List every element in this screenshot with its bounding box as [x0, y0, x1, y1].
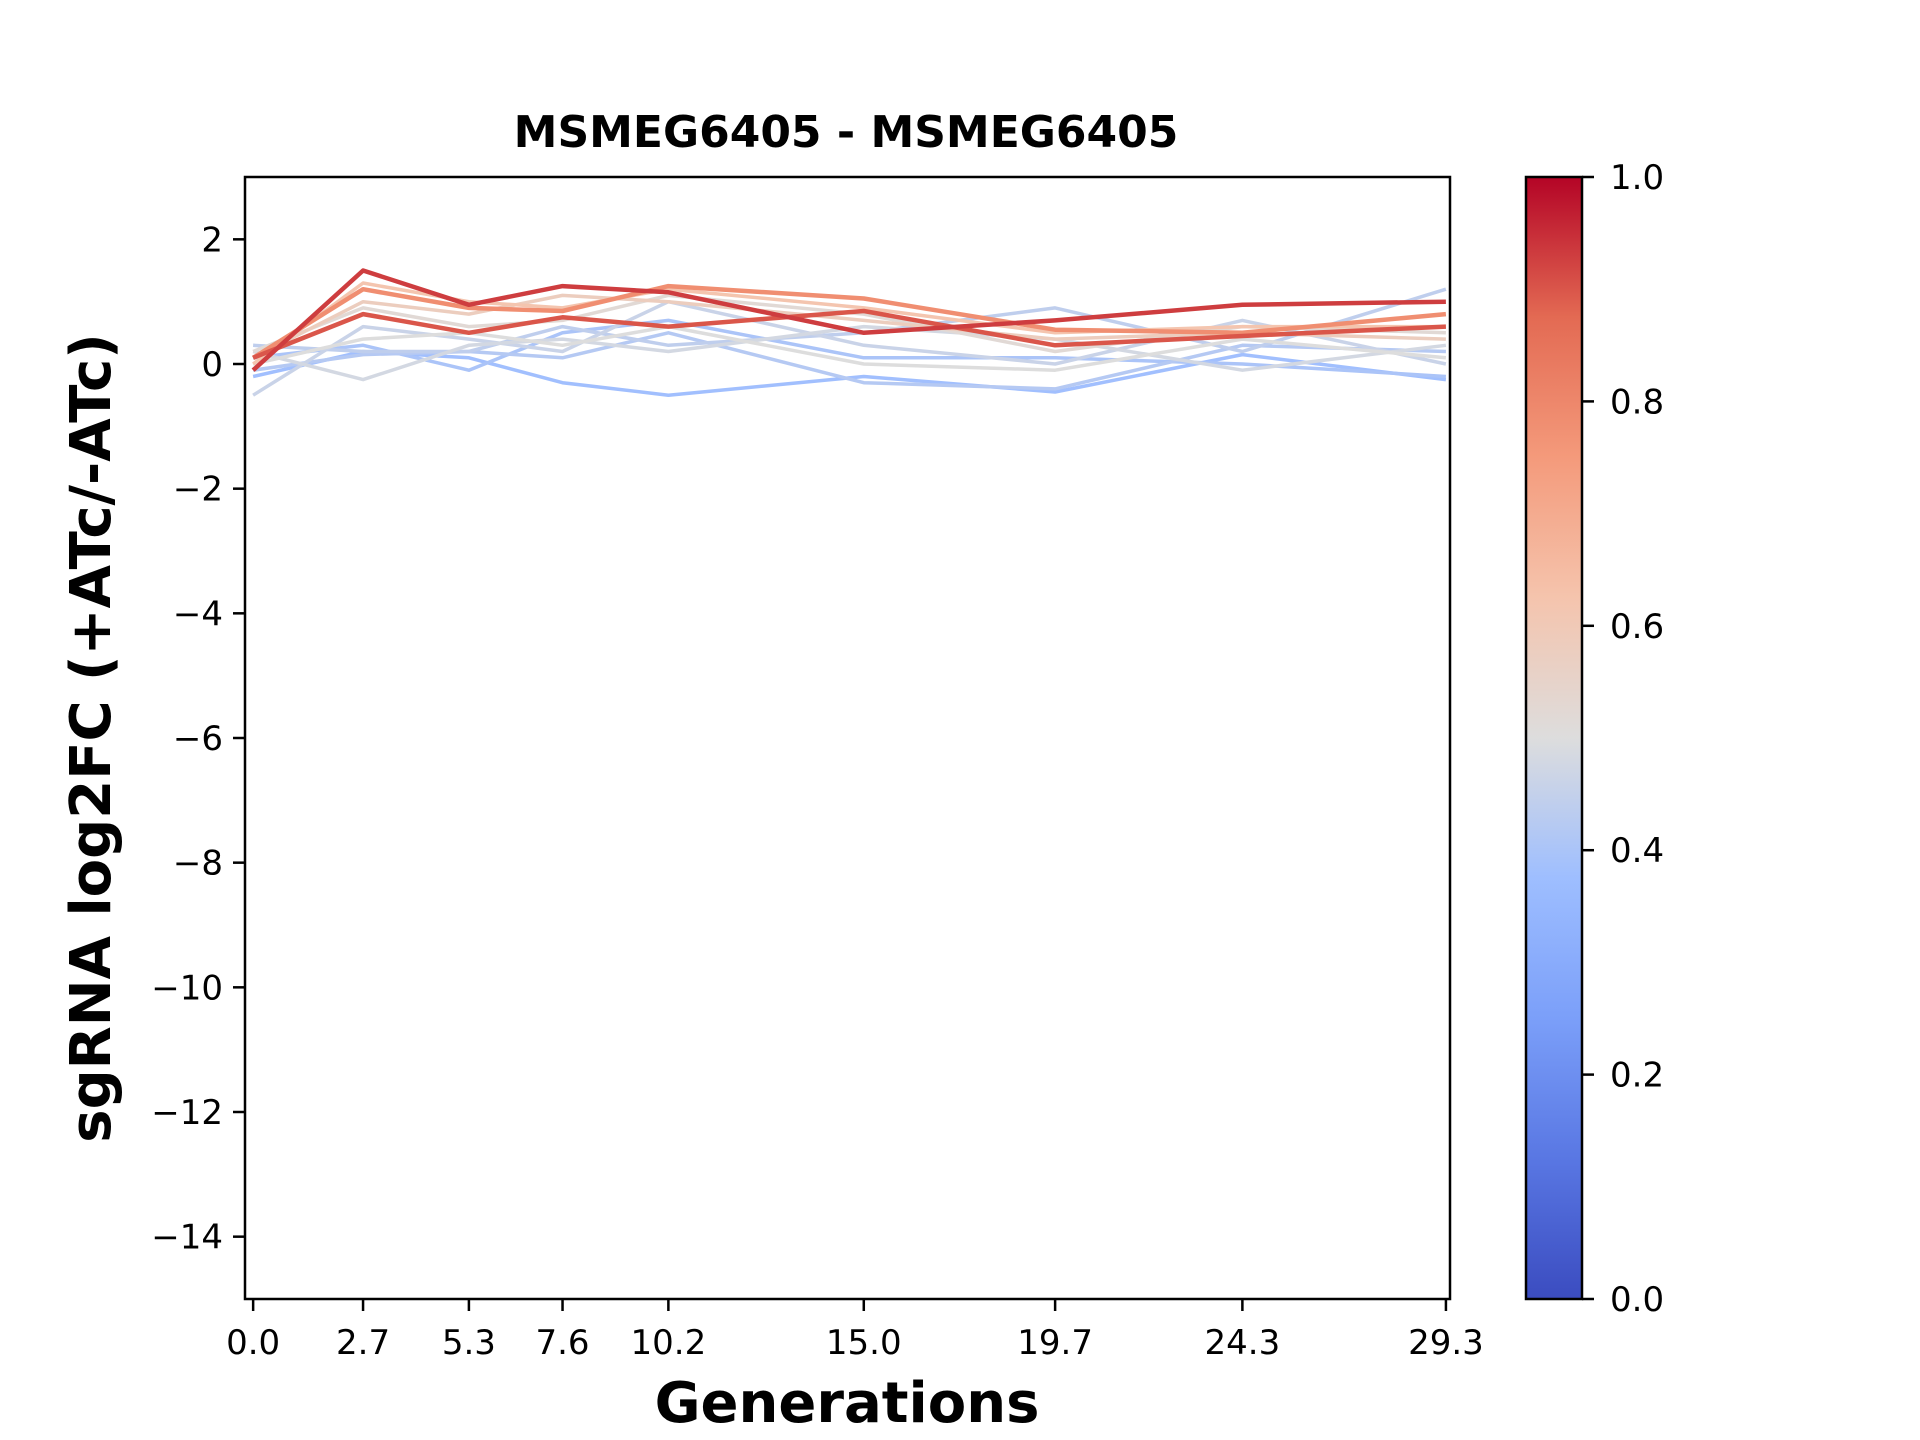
series-line: [251, 268, 1446, 372]
colorbar-ticks: 0.0 0.2 0.4 0.6 0.8 1.0: [1582, 158, 1664, 1320]
chart-title: MSMEG6405 - MSMEG6405: [514, 107, 1179, 158]
y-tick-label: 2: [201, 220, 223, 260]
series-line: [252, 293, 1446, 360]
x-tick-label: 19.7: [1017, 1323, 1093, 1363]
colorbar-tick-label: 0.0: [1610, 1280, 1664, 1320]
x-tick-label: 5.3: [442, 1323, 496, 1363]
colorbar-tick-label: 0.4: [1610, 831, 1664, 871]
series-layer: [251, 268, 1447, 397]
series-line: [252, 324, 1447, 382]
y-tick-label: −10: [151, 968, 223, 1008]
series-line: [252, 299, 1447, 397]
y-tick-label: −12: [151, 1093, 223, 1133]
colorbar-tick-label: 0.8: [1610, 382, 1664, 422]
y-tick-label: −2: [173, 470, 223, 510]
y-axis: 2 0 −2 −4 −6 −8 −10 −12 −14: [151, 220, 245, 1258]
colorbar-tick-label: 0.2: [1610, 1056, 1664, 1096]
colorbar: [1524, 175, 1584, 1301]
y-tick-label: −4: [173, 594, 223, 634]
x-axis: 0.0 2.7 5.3 7.6 10.2 15.0 19.7 24.3 29.3: [226, 1299, 1484, 1363]
x-tick-label: 0.0: [226, 1323, 280, 1363]
x-tick-label: 10.2: [631, 1323, 707, 1363]
x-tick-label: 15.0: [826, 1323, 902, 1363]
y-tick-label: −8: [173, 844, 223, 884]
x-tick-label: 24.3: [1205, 1323, 1281, 1363]
y-tick-label: 0: [201, 345, 223, 385]
colorbar-tick-label: 1.0: [1610, 158, 1664, 198]
series-line: [252, 281, 1446, 366]
x-tick-label: 2.7: [336, 1323, 390, 1363]
y-axis-label: sgRNA log2FC (+ATc/-ATc): [59, 333, 124, 1143]
colorbar-tick-label: 0.6: [1610, 607, 1664, 647]
series-line: [252, 308, 1447, 360]
y-tick-label: −14: [151, 1218, 223, 1258]
series-line: [251, 283, 1447, 360]
x-tick-label: 29.3: [1408, 1323, 1484, 1363]
x-tick-label: 7.6: [535, 1323, 589, 1363]
y-tick-label: −6: [173, 719, 223, 759]
x-axis-label: Generations: [655, 1371, 1040, 1436]
